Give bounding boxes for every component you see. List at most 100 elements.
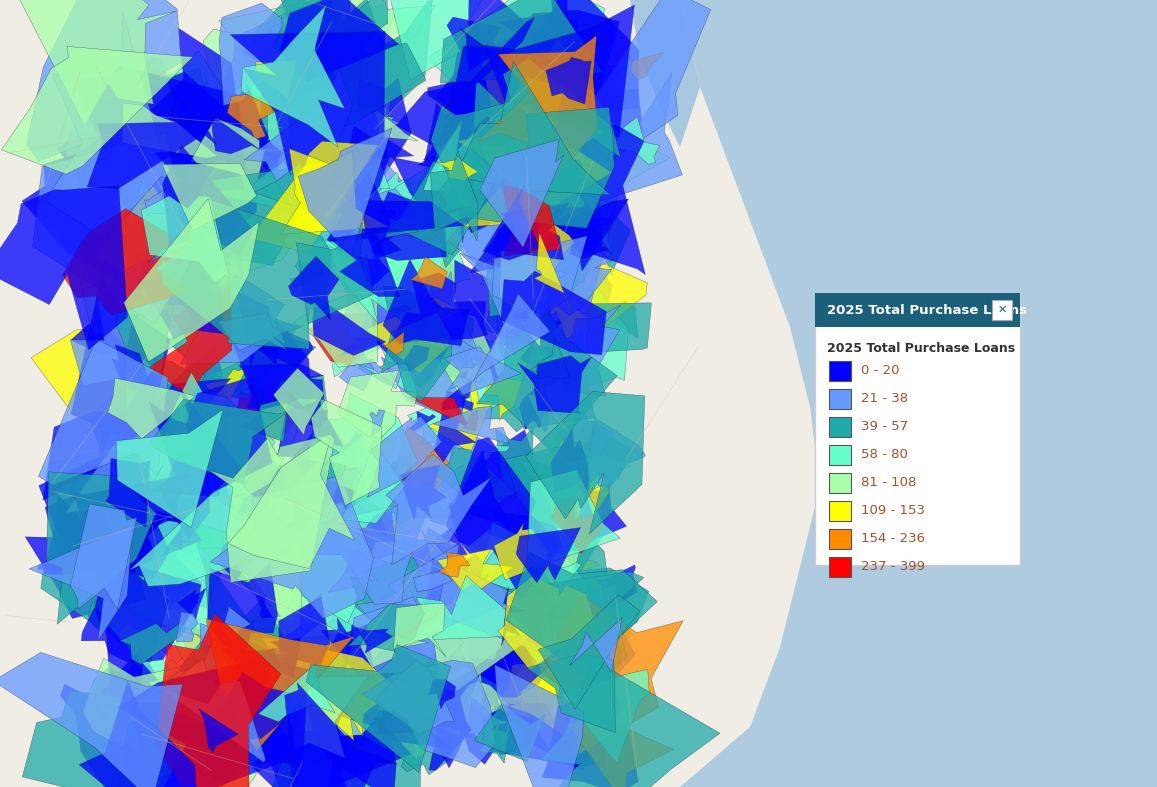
Polygon shape (216, 161, 314, 222)
Polygon shape (469, 578, 509, 632)
Polygon shape (237, 620, 444, 750)
Polygon shape (286, 622, 339, 722)
Polygon shape (410, 395, 467, 427)
Polygon shape (479, 137, 531, 194)
Polygon shape (508, 670, 575, 741)
Polygon shape (275, 78, 411, 230)
Polygon shape (433, 407, 509, 444)
Polygon shape (199, 168, 304, 244)
Text: 237 - 399: 237 - 399 (861, 560, 924, 574)
Polygon shape (351, 466, 425, 528)
Polygon shape (167, 297, 299, 400)
Polygon shape (220, 3, 302, 105)
Polygon shape (519, 205, 575, 283)
Polygon shape (239, 364, 324, 422)
Polygon shape (419, 254, 458, 334)
Polygon shape (412, 422, 494, 519)
Polygon shape (261, 106, 393, 189)
Polygon shape (211, 158, 337, 273)
Polygon shape (180, 183, 294, 254)
Polygon shape (545, 50, 627, 119)
Polygon shape (278, 392, 342, 456)
Polygon shape (102, 534, 159, 579)
Polygon shape (358, 359, 395, 386)
Polygon shape (379, 343, 415, 368)
Polygon shape (330, 669, 383, 713)
Polygon shape (477, 35, 598, 201)
Polygon shape (290, 416, 361, 518)
Polygon shape (558, 586, 635, 699)
Text: 154 - 236: 154 - 236 (861, 533, 924, 545)
Polygon shape (288, 257, 339, 320)
Polygon shape (396, 73, 492, 147)
Polygon shape (307, 645, 450, 772)
Polygon shape (156, 145, 221, 242)
Polygon shape (414, 357, 477, 427)
Polygon shape (224, 672, 303, 740)
Polygon shape (180, 275, 304, 364)
Polygon shape (238, 454, 286, 493)
Polygon shape (142, 408, 192, 459)
Polygon shape (50, 148, 91, 203)
Polygon shape (514, 553, 589, 668)
Polygon shape (79, 681, 198, 787)
Polygon shape (83, 111, 127, 144)
Polygon shape (355, 594, 404, 654)
Polygon shape (360, 189, 445, 298)
Polygon shape (162, 681, 266, 763)
Polygon shape (238, 539, 303, 638)
Polygon shape (521, 248, 598, 322)
Polygon shape (81, 255, 140, 336)
Polygon shape (436, 0, 620, 157)
Polygon shape (204, 557, 273, 669)
Polygon shape (366, 297, 460, 373)
Polygon shape (204, 29, 310, 124)
Polygon shape (362, 660, 495, 767)
Polygon shape (233, 325, 312, 408)
Bar (830, 473, 852, 493)
Polygon shape (442, 381, 473, 412)
Bar (830, 361, 852, 381)
Polygon shape (508, 124, 603, 244)
Polygon shape (45, 442, 170, 580)
Polygon shape (559, 703, 594, 745)
Polygon shape (137, 98, 233, 162)
Polygon shape (456, 183, 491, 243)
Polygon shape (270, 31, 359, 131)
Polygon shape (170, 100, 218, 146)
Polygon shape (272, 485, 363, 591)
Polygon shape (421, 528, 457, 569)
Polygon shape (447, 17, 500, 71)
Polygon shape (65, 97, 187, 215)
Polygon shape (393, 603, 447, 657)
Polygon shape (473, 79, 513, 133)
Polygon shape (562, 454, 631, 489)
Polygon shape (152, 251, 213, 324)
Polygon shape (575, 0, 710, 162)
Polygon shape (514, 342, 595, 429)
Polygon shape (538, 595, 640, 709)
Polygon shape (550, 247, 647, 357)
Polygon shape (1, 46, 193, 174)
Polygon shape (388, 511, 418, 534)
Polygon shape (115, 526, 228, 641)
Polygon shape (242, 637, 449, 759)
Polygon shape (488, 704, 583, 770)
Polygon shape (532, 143, 625, 254)
Polygon shape (492, 511, 565, 557)
Polygon shape (209, 0, 348, 179)
Polygon shape (351, 556, 432, 634)
Polygon shape (293, 619, 358, 693)
Polygon shape (518, 460, 582, 524)
Polygon shape (361, 286, 441, 338)
Polygon shape (134, 250, 224, 338)
Polygon shape (120, 622, 186, 664)
Polygon shape (131, 212, 186, 249)
Polygon shape (292, 481, 437, 604)
Polygon shape (191, 164, 319, 265)
Polygon shape (22, 691, 172, 787)
Polygon shape (336, 487, 398, 575)
Polygon shape (147, 456, 223, 549)
Polygon shape (594, 565, 636, 611)
Polygon shape (309, 202, 419, 267)
